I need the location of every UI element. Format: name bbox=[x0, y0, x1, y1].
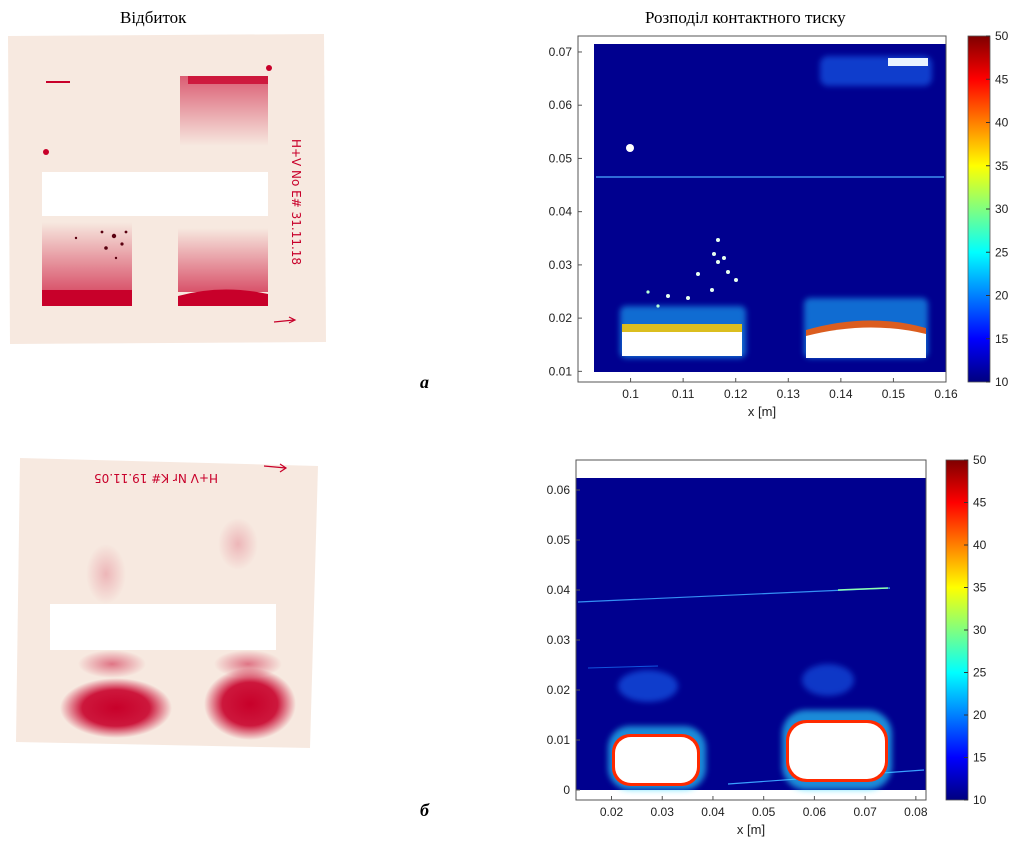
spot bbox=[716, 260, 720, 264]
spot bbox=[686, 296, 690, 300]
colorbar-tick-label: 40 bbox=[995, 116, 1008, 130]
x-axis-label: x [m] bbox=[748, 404, 776, 419]
top-saturated-strip bbox=[888, 58, 928, 66]
x-tick-label: 0.02 bbox=[600, 805, 624, 819]
faint-stripe bbox=[587, 665, 659, 669]
spot bbox=[626, 144, 634, 152]
y-tick-label: 0.01 bbox=[547, 733, 571, 747]
y-tick-label: 0.03 bbox=[549, 258, 573, 272]
panel-letter-a: а bbox=[420, 372, 429, 392]
colorbar-tick-label: 20 bbox=[973, 708, 987, 722]
x-tick-label: 0.07 bbox=[853, 805, 877, 819]
spot bbox=[734, 278, 738, 282]
spot bbox=[722, 256, 726, 260]
panel-letter-b: б bbox=[420, 800, 429, 820]
svg-text:H+V Nr K# 19.11.05: H+V Nr K# 19.11.05 bbox=[94, 471, 218, 485]
left-pad-edge bbox=[622, 324, 742, 332]
x-tick-label: 0.11 bbox=[672, 387, 695, 401]
spot bbox=[712, 252, 716, 256]
y-tick-label: 0.05 bbox=[549, 151, 573, 165]
diagonal-stripe-highlight bbox=[837, 587, 889, 591]
colorbar-tick-label: 25 bbox=[973, 666, 987, 680]
y-tick-label: 0.06 bbox=[549, 98, 573, 112]
colorbar-tick-label: 40 bbox=[973, 538, 987, 552]
handwritten-note-a: H+V No E# 31.11.18 bbox=[289, 139, 303, 265]
diagonal-stripe bbox=[577, 587, 891, 603]
y-tick-label: 0.07 bbox=[549, 45, 573, 59]
colorbar-tick-label: 25 bbox=[995, 245, 1008, 259]
spot bbox=[710, 288, 714, 292]
spot bbox=[716, 238, 720, 242]
x-tick-label: 0.04 bbox=[701, 805, 725, 819]
handwritten-note-b: H+V Nr K# 19.11.05 bbox=[94, 471, 218, 485]
x-tick-label: 0.14 bbox=[829, 387, 853, 401]
plot-frame bbox=[575, 459, 927, 801]
x-tick-label: 0.12 bbox=[724, 387, 748, 401]
y-tick-label: 0.06 bbox=[547, 483, 571, 497]
pressure-features bbox=[577, 587, 925, 790]
x-tick-label: 0.06 bbox=[803, 805, 827, 819]
imprint-heading: Відбиток bbox=[120, 8, 187, 27]
x-tick-label: 0.1 bbox=[622, 387, 639, 401]
colorbar-tick-label: 15 bbox=[973, 751, 987, 765]
spot bbox=[726, 270, 730, 274]
colorbar-tick-label: 20 bbox=[995, 289, 1008, 303]
y-tick-label: 0.01 bbox=[549, 364, 573, 378]
colorbar-tick-label: 50 bbox=[973, 453, 987, 467]
x-tick-label: 0.15 bbox=[882, 387, 906, 401]
spot bbox=[656, 304, 660, 308]
x-tick-label: 0.03 bbox=[651, 805, 675, 819]
plot-frame bbox=[577, 35, 947, 383]
colorbar-tick-label: 30 bbox=[995, 202, 1008, 216]
colorbar-tick-label: 10 bbox=[995, 375, 1008, 389]
pressure-chart-b: 0.02 0.03 0.04 0.05 0.06 0.07 0.08 0 0.01 0.02 0.0… bbox=[547, 453, 987, 837]
colorbar-tick-label: 15 bbox=[995, 332, 1008, 346]
colorbar-tick-label: 35 bbox=[973, 581, 987, 595]
colorbar-tick-label: 30 bbox=[973, 623, 987, 637]
right-faint-blob bbox=[802, 664, 854, 696]
y-tick-label: 0.03 bbox=[547, 633, 571, 647]
colorbar-tick-label: 45 bbox=[973, 496, 987, 510]
right-pad-saturated bbox=[789, 723, 885, 779]
left-pad-saturated bbox=[622, 332, 742, 356]
x-tick-label: 0.05 bbox=[752, 805, 776, 819]
y-tick-label: 0.04 bbox=[549, 205, 573, 219]
colorbar-tick-label: 10 bbox=[973, 793, 987, 807]
x-tick-label: 0.08 bbox=[904, 805, 928, 819]
spot bbox=[696, 272, 700, 276]
right-pad-saturated bbox=[806, 327, 926, 358]
left-faint-blob bbox=[618, 670, 678, 702]
y-tick-label: 0.02 bbox=[547, 683, 571, 697]
imprint-photo-b: H+V Nr K# 19.11.05 bbox=[16, 458, 318, 748]
colorbar-tick-label: 45 bbox=[995, 72, 1008, 86]
y-tick-label: 0 bbox=[563, 783, 570, 797]
left-pad-saturated bbox=[615, 737, 697, 783]
y-tick-label: 0.02 bbox=[549, 311, 573, 325]
x-tick-label: 0.13 bbox=[777, 387, 801, 401]
x-tick-label: 0.16 bbox=[934, 387, 958, 401]
x-axis-label: x [m] bbox=[737, 822, 765, 837]
y-tick-label: 0.05 bbox=[547, 533, 571, 547]
svg-text:H+V No E# 31.11.18: H+V No E# 31.11.18 bbox=[289, 139, 303, 265]
colorbar-tick-label: 35 bbox=[995, 159, 1008, 173]
pressure-features bbox=[596, 56, 944, 358]
pressure-chart-a: 0.1 0.11 0.12 0.13 0.14 0.15 0.16 0.01 0.02 0.03 0… bbox=[549, 29, 1008, 419]
pressure-heading: Розподіл контактного тиску bbox=[645, 8, 846, 27]
colorbar-tick-label: 50 bbox=[995, 29, 1008, 43]
spot bbox=[666, 294, 670, 298]
imprint-photo-a: H+V No E# 31.11.18 bbox=[8, 34, 326, 344]
y-tick-label: 0.04 bbox=[547, 583, 571, 597]
spot bbox=[646, 290, 650, 294]
